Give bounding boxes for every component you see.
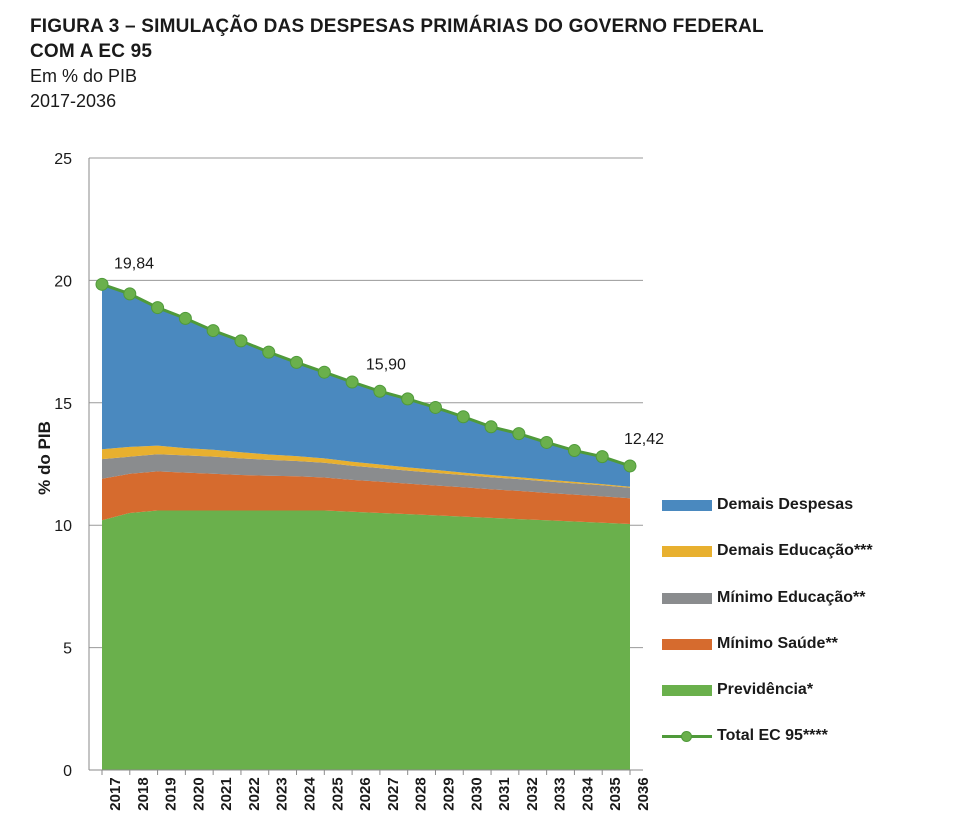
y-axis-title: % do PIB [35,421,54,495]
y-tick-label: 0 [63,763,72,780]
x-tick-label: 2018 [135,777,152,810]
x-tick-label: 2031 [496,777,513,810]
total-marker [151,301,165,315]
legend-label: Mínimo Educação** [717,589,866,606]
total-marker [345,375,359,389]
y-tick-label: 15 [54,396,72,413]
legend-swatch-minimo-educacao [662,592,712,604]
x-tick-label: 2034 [579,777,596,811]
x-tick-label: 2024 [302,777,319,811]
legend-swatch-demais-despesas [662,499,712,511]
area-series-demais-educação [102,445,630,488]
x-tick-label: 2028 [413,777,430,810]
x-tick-label: 2020 [190,777,207,810]
area-series-mínimo-saúde [102,471,630,524]
legend-label: Total EC 95**** [717,727,828,744]
data-label: 19,84 [114,255,154,272]
total-marker [373,384,387,398]
legend-label: Previdência* [717,681,814,698]
legend-item-minimo-educacao: Mínimo Educação** [662,588,865,608]
x-tick-label: 2019 [163,777,180,810]
total-marker [484,420,498,434]
total-marker [512,427,526,441]
x-tick-label: 2023 [274,777,291,810]
legend-line-marker-icon [662,729,712,743]
area-series-mínimo-educação [102,454,630,499]
total-marker [623,459,637,473]
x-tick-label: 2027 [385,777,402,810]
x-tick-label: 2025 [329,777,346,810]
y-tick-label: 25 [54,151,72,168]
total-marker [262,345,276,359]
legend-label: Demais Despesas [717,496,854,513]
legend-item-total: Total EC 95**** [662,726,828,746]
chart-title: FIGURA 3 – SIMULAÇÃO DAS DESPESAS PRIMÁR… [30,16,764,62]
area-series-previdência [102,510,630,770]
total-marker [95,277,109,291]
x-tick-label: 2033 [552,777,569,810]
chart-period: 2017-2036 [30,91,117,111]
x-tick-label: 2026 [357,777,374,810]
legend-label: Demais Educação*** [717,542,873,559]
figure-header: FIGURA 3 – SIMULAÇÃO DAS DESPESAS PRIMÁR… [30,14,950,114]
total-marker [428,400,442,414]
legend-label: Mínimo Saúde** [717,635,838,652]
legend-swatch-demais-educacao [662,545,712,557]
x-tick-label: 2021 [218,777,235,810]
legend-swatch-previdencia [662,684,712,696]
x-tick-label: 2035 [607,777,624,810]
total-marker [206,324,220,338]
total-marker [317,365,331,379]
total-marker [290,355,304,369]
y-tick-label: 10 [54,518,72,535]
legend-item-demais-despesas: Demais Despesas [662,495,853,515]
x-tick-label: 2022 [246,777,263,810]
total-marker [178,311,192,325]
legend-item-previdencia: Previdência* [662,680,813,700]
x-tick-label: 2017 [107,777,124,810]
chart-unit: Em % do PIB [30,66,138,86]
x-tick-label: 2030 [468,777,485,810]
x-tick-label: 2032 [524,777,541,810]
data-label: 15,90 [366,356,406,373]
total-marker [540,435,554,449]
legend-swatch-minimo-saude [662,638,712,650]
total-marker [123,287,137,301]
data-label: 12,42 [624,431,664,448]
legend-item-minimo-saude: Mínimo Saúde** [662,634,838,654]
legend-item-demais-educacao: Demais Educação*** [662,541,873,561]
y-tick-label: 5 [63,641,72,658]
x-tick-label: 2036 [635,777,652,810]
total-marker [595,450,609,464]
area-series-demais-despesas [102,284,630,487]
total-marker [567,444,581,458]
total-marker [234,334,248,348]
x-tick-label: 2029 [440,777,457,810]
total-marker [401,392,415,406]
y-tick-label: 20 [54,273,72,290]
total-marker [456,410,470,424]
